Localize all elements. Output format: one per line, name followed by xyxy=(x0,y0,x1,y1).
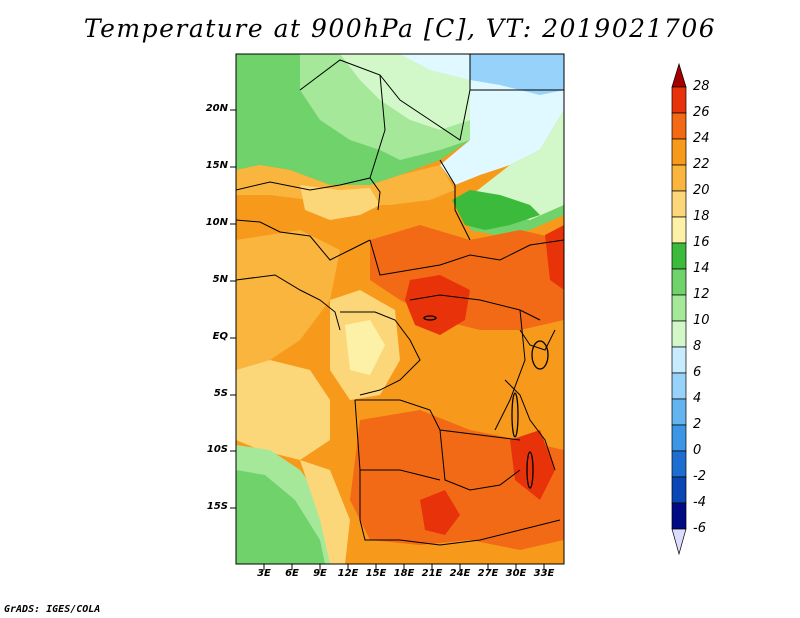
field-sw-cool xyxy=(300,460,350,564)
colorbar-label: 10 xyxy=(693,313,710,328)
field-sahel-mild xyxy=(236,165,455,205)
colorbar-label: 8 xyxy=(693,339,702,354)
colorbar-label: 16 xyxy=(693,235,710,250)
field-central-hotter xyxy=(405,275,470,335)
field-ne-darkgreen xyxy=(452,190,540,230)
lon-label: 30E xyxy=(505,568,527,579)
colorbar-label: -2 xyxy=(693,469,706,484)
country-borders xyxy=(236,54,564,546)
longitude-ticks xyxy=(263,564,545,570)
colorbar-label: 14 xyxy=(693,261,710,276)
field-west-mild xyxy=(236,230,340,370)
field-ne-sky xyxy=(470,54,564,95)
field-atlantic-cool xyxy=(236,360,330,460)
lon-label: 21E xyxy=(421,568,443,579)
colorbar-label: 20 xyxy=(693,183,710,198)
lat-label: 10S xyxy=(206,444,228,455)
colorbar-bottom-arrow xyxy=(671,528,687,556)
colorbar-label: 26 xyxy=(693,105,710,120)
lat-label: 5S xyxy=(213,388,228,399)
lakes xyxy=(423,315,549,489)
colorbar-label: -6 xyxy=(693,521,706,536)
colorbar-label: 6 xyxy=(693,365,702,380)
lon-label: 9E xyxy=(313,568,327,579)
lat-label: 15N xyxy=(205,160,228,171)
lat-label: 20N xyxy=(205,103,228,114)
field-south-hot xyxy=(350,410,564,550)
credit-text: GrADS: IGES/COLA xyxy=(4,604,101,615)
lon-label: 27E xyxy=(477,568,499,579)
field-ne-pale xyxy=(465,110,564,220)
lon-label: 18E xyxy=(393,568,415,579)
lat-label: 15S xyxy=(206,501,228,512)
field-south-hotter xyxy=(420,490,460,535)
map-frame xyxy=(235,53,565,565)
field-congo-pale xyxy=(345,320,385,375)
field-north-pale xyxy=(340,54,470,130)
temperature-field xyxy=(236,54,564,564)
field-sw-green xyxy=(236,470,325,564)
colorbar-label: 22 xyxy=(693,157,710,172)
lon-label: 12E xyxy=(337,568,359,579)
map-title: Temperature at 900hPa [C], VT: 201902170… xyxy=(83,14,717,43)
lon-label: 24E xyxy=(449,568,471,579)
colorbar-label: 0 xyxy=(693,443,702,458)
colorbar-label: 24 xyxy=(693,131,710,146)
lat-label: EQ xyxy=(212,331,228,342)
lat-label: 5N xyxy=(212,274,228,285)
lon-label: 6E xyxy=(285,568,299,579)
field-sahel-cool xyxy=(300,185,380,220)
colorbar-label: -4 xyxy=(693,495,706,510)
colorbar-label: 28 xyxy=(693,79,710,94)
colorbar-label: 12 xyxy=(693,287,710,302)
lon-label: 15E xyxy=(365,568,387,579)
colorbar-label: 4 xyxy=(693,391,702,406)
colorbar xyxy=(671,62,687,556)
colorbar-label: 2 xyxy=(693,417,702,432)
colorbar-label: 18 xyxy=(693,209,710,224)
lat-label: 10N xyxy=(205,217,228,228)
latitude-ticks xyxy=(230,109,236,509)
lon-label: 33E xyxy=(533,568,555,579)
field-east-hot xyxy=(545,225,564,290)
lon-label: 3E xyxy=(257,568,271,579)
colorbar-top-arrow xyxy=(671,62,687,88)
